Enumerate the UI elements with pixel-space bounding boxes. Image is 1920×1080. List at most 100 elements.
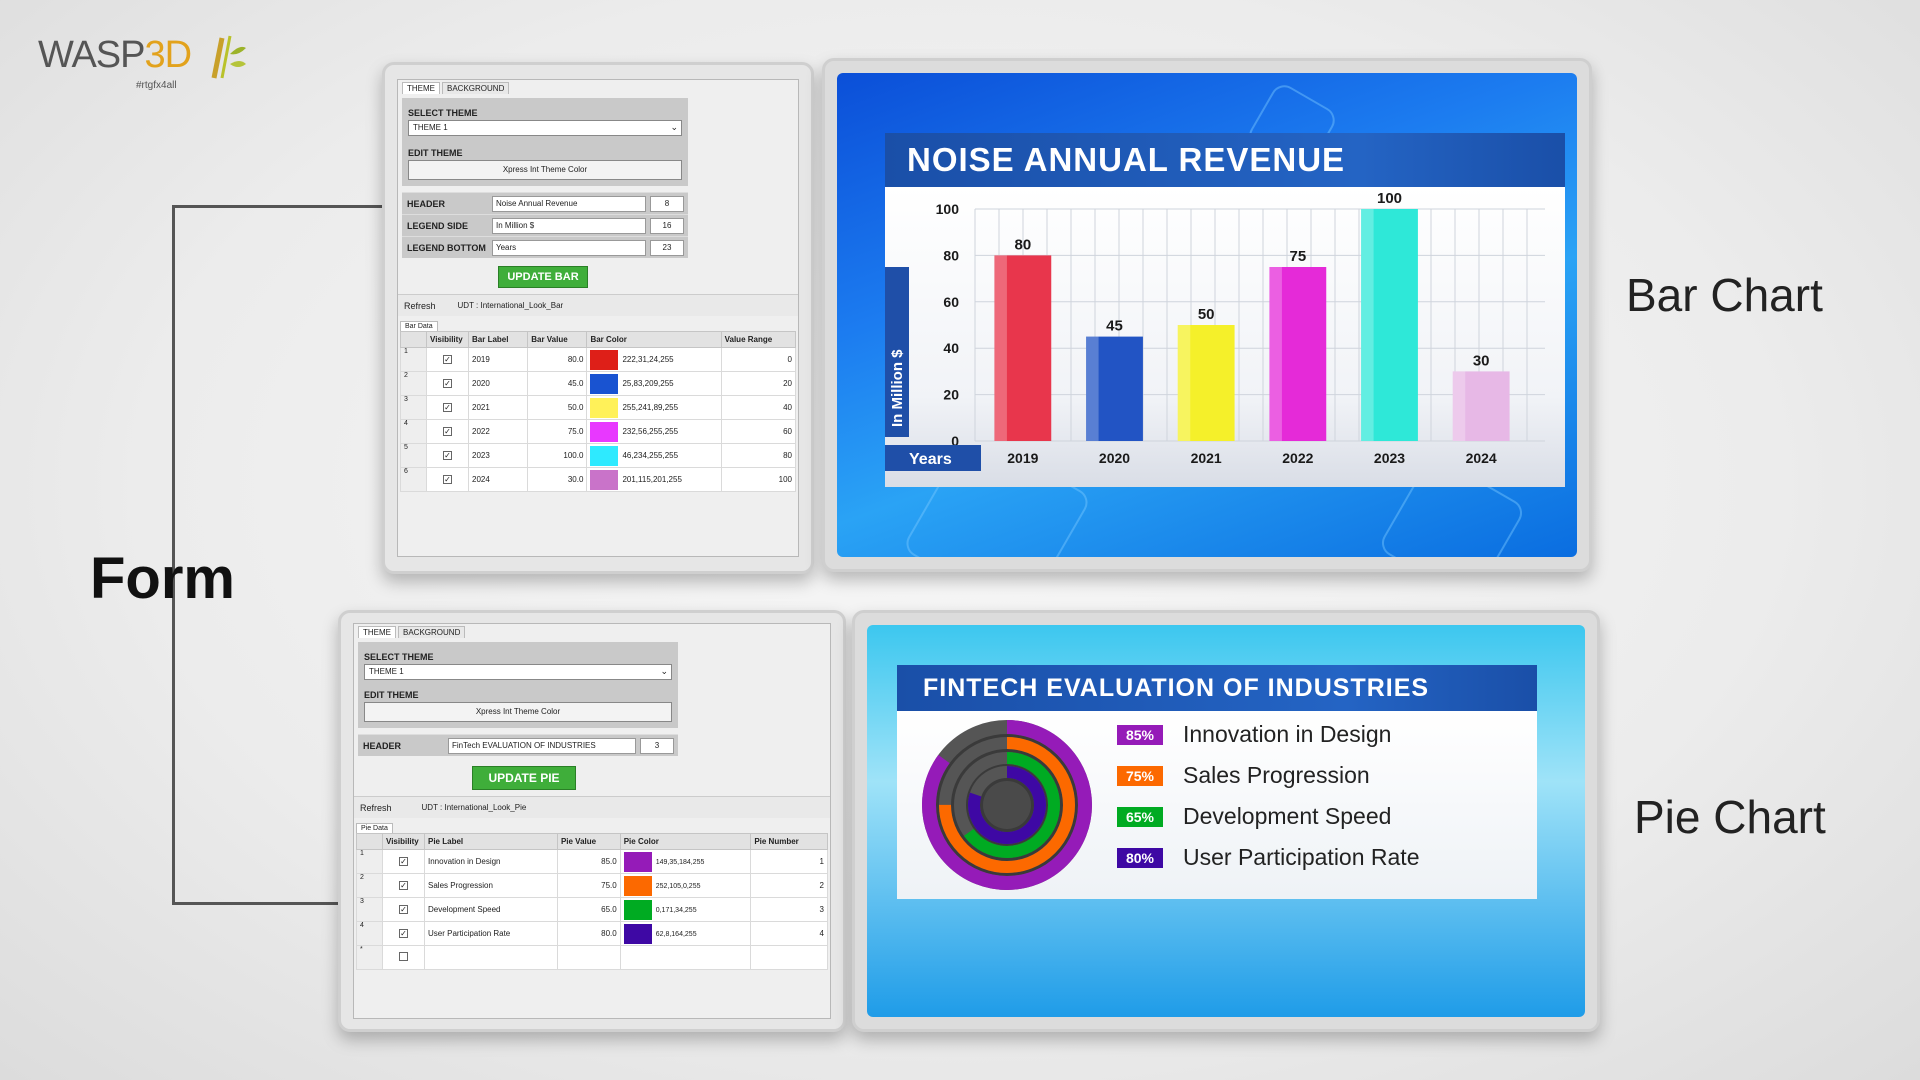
refresh-button[interactable]: Refresh bbox=[404, 300, 436, 311]
bar-color-cell[interactable]: 46,234,255,255 bbox=[586, 443, 722, 468]
tab-pie-data[interactable]: Pie Data bbox=[356, 823, 393, 833]
pie-color-cell[interactable]: 149,35,184,255 bbox=[619, 849, 752, 874]
pie-label-cell[interactable]: Sales Progression bbox=[424, 873, 558, 898]
bar-color-cell[interactable]: 201,115,201,255 bbox=[586, 467, 722, 492]
header-input[interactable]: Noise Annual Revenue bbox=[492, 195, 646, 212]
visibility-checkbox[interactable]: ✓ bbox=[426, 371, 469, 396]
table-row[interactable]: 3 ✓ 2021 50.0 255,241,89,255 40 bbox=[400, 395, 797, 420]
table-row[interactable]: 4 ✓ User Participation Rate 80.0 62,8,164,25… bbox=[356, 921, 828, 946]
theme-select[interactable]: THEME 1 ⌄ bbox=[408, 120, 682, 136]
col-pie-number[interactable]: Pie Number bbox=[750, 833, 828, 850]
col-pie-value[interactable]: Pie Value bbox=[556, 833, 621, 850]
pie-label-cell[interactable]: Development Speed bbox=[424, 897, 558, 922]
bar-label-cell[interactable]: 2021 bbox=[467, 395, 529, 420]
table-row[interactable]: 2 ✓ Sales Progression 75.0 252,105,0,255 2 bbox=[356, 873, 828, 898]
pie-color-cell[interactable]: 62,8,164,255 bbox=[619, 921, 752, 946]
table-row[interactable]: 1 ✓ 2019 80.0 222,31,24,255 0 bbox=[400, 347, 797, 372]
pie-value-cell[interactable]: 80.0 bbox=[556, 921, 621, 946]
bar-color-cell[interactable]: 25,83,209,255 bbox=[586, 371, 722, 396]
bar-label-cell[interactable]: 2024 bbox=[467, 467, 529, 492]
visibility-checkbox[interactable]: ✓ bbox=[382, 873, 425, 898]
bar-value-cell[interactable]: 80.0 bbox=[527, 347, 588, 372]
pie-number-cell[interactable]: 1 bbox=[750, 849, 828, 874]
visibility-checkbox[interactable] bbox=[382, 945, 425, 970]
bar-value-cell[interactable]: 45.0 bbox=[527, 371, 588, 396]
table-row[interactable]: 3 ✓ Development Speed 65.0 0,171,34,255 3 bbox=[356, 897, 828, 922]
pie-color-cell[interactable]: 0,171,34,255 bbox=[619, 897, 752, 922]
bar-label-cell[interactable]: 2023 bbox=[467, 443, 529, 468]
visibility-checkbox[interactable]: ✓ bbox=[382, 897, 425, 922]
pie-number-cell[interactable]: 2 bbox=[750, 873, 828, 898]
visibility-checkbox[interactable]: ✓ bbox=[426, 395, 469, 420]
bar-label-cell[interactable]: 2019 bbox=[467, 347, 529, 372]
bar-label-cell[interactable]: 2022 bbox=[467, 419, 529, 444]
pie-value-cell[interactable]: 85.0 bbox=[556, 849, 621, 874]
col-bar-value[interactable]: Bar Value bbox=[527, 331, 588, 348]
value-range-cell[interactable]: 60 bbox=[720, 419, 797, 444]
table-row[interactable]: 5 ✓ 2023 100.0 46,234,255,255 80 bbox=[400, 443, 797, 468]
value-range-cell[interactable]: 80 bbox=[720, 443, 797, 468]
header-size-input[interactable]: 8 bbox=[650, 195, 684, 212]
visibility-checkbox[interactable]: ✓ bbox=[426, 419, 469, 444]
legend-side-input[interactable]: In Million $ bbox=[492, 217, 646, 234]
value-range-cell[interactable]: 0 bbox=[720, 347, 797, 372]
visibility-checkbox[interactable]: ✓ bbox=[382, 849, 425, 874]
bar-color-cell[interactable]: 232,56,255,255 bbox=[586, 419, 722, 444]
col-pie-label[interactable]: Pie Label bbox=[424, 833, 558, 850]
bar-value-cell[interactable]: 100.0 bbox=[527, 443, 588, 468]
col-visibility[interactable]: Visibility bbox=[426, 331, 469, 348]
bar-color-cell[interactable]: 222,31,24,255 bbox=[586, 347, 722, 372]
header-size-input[interactable]: 3 bbox=[640, 737, 674, 754]
table-row[interactable]: 2 ✓ 2020 45.0 25,83,209,255 20 bbox=[400, 371, 797, 396]
pie-label-cell[interactable]: User Participation Rate bbox=[424, 921, 558, 946]
pie-label-cell[interactable]: Innovation in Design bbox=[424, 849, 558, 874]
empty-cell[interactable] bbox=[750, 945, 828, 970]
table-row[interactable]: 6 ✓ 2024 30.0 201,115,201,255 100 bbox=[400, 467, 797, 492]
tab-theme[interactable]: THEME bbox=[358, 626, 396, 638]
empty-cell[interactable] bbox=[556, 945, 621, 970]
bar-value-cell[interactable]: 50.0 bbox=[527, 395, 588, 420]
update-pie-button[interactable]: UPDATE PIE bbox=[472, 766, 576, 790]
bar-form-window: THEME BACKGROUND SELECT THEME THEME 1 ⌄ E… bbox=[397, 79, 799, 557]
pie-color-cell[interactable]: 252,105,0,255 bbox=[619, 873, 752, 898]
value-range-cell[interactable]: 20 bbox=[720, 371, 797, 396]
new-row[interactable]: * bbox=[356, 945, 828, 970]
theme-select[interactable]: THEME 1 ⌄ bbox=[364, 664, 672, 680]
table-row[interactable]: 4 ✓ 2022 75.0 232,56,255,255 60 bbox=[400, 419, 797, 444]
bar-label-cell[interactable]: 2020 bbox=[467, 371, 529, 396]
col-visibility[interactable]: Visibility bbox=[382, 833, 425, 850]
visibility-checkbox[interactable]: ✓ bbox=[382, 921, 425, 946]
empty-cell[interactable] bbox=[619, 945, 752, 970]
header-input[interactable]: FinTech EVALUATION OF INDUSTRIES bbox=[448, 737, 636, 754]
bar-value-cell[interactable]: 75.0 bbox=[527, 419, 588, 444]
edit-theme-button[interactable]: Xpress Int Theme Color bbox=[364, 702, 672, 722]
bar-value-cell[interactable]: 30.0 bbox=[527, 467, 588, 492]
edit-theme-button[interactable]: Xpress Int Theme Color bbox=[408, 160, 682, 180]
tab-background[interactable]: BACKGROUND bbox=[442, 82, 510, 94]
visibility-checkbox[interactable]: ✓ bbox=[426, 443, 469, 468]
pie-number-cell[interactable]: 4 bbox=[750, 921, 828, 946]
tab-theme[interactable]: THEME bbox=[402, 82, 440, 94]
pie-legend-item: 75% Sales Progression bbox=[1117, 762, 1370, 789]
table-row[interactable]: 1 ✓ Innovation in Design 85.0 149,35,184,255… bbox=[356, 849, 828, 874]
value-range-cell[interactable]: 40 bbox=[720, 395, 797, 420]
pie-value-cell[interactable]: 65.0 bbox=[556, 897, 621, 922]
legend-bottom-size-input[interactable]: 23 bbox=[650, 239, 684, 256]
visibility-checkbox[interactable]: ✓ bbox=[426, 467, 469, 492]
col-pie-color[interactable]: Pie Color bbox=[619, 833, 752, 850]
pie-number-cell[interactable]: 3 bbox=[750, 897, 828, 922]
col-bar-label[interactable]: Bar Label bbox=[467, 331, 529, 348]
tab-bar-data[interactable]: Bar Data bbox=[400, 321, 438, 331]
visibility-checkbox[interactable]: ✓ bbox=[426, 347, 469, 372]
bar-color-cell[interactable]: 255,241,89,255 bbox=[586, 395, 722, 420]
value-range-cell[interactable]: 100 bbox=[720, 467, 797, 492]
update-bar-button[interactable]: UPDATE BAR bbox=[498, 266, 588, 288]
refresh-button[interactable]: Refresh bbox=[360, 802, 392, 813]
tab-background[interactable]: BACKGROUND bbox=[398, 626, 466, 638]
pie-value-cell[interactable]: 75.0 bbox=[556, 873, 621, 898]
empty-cell[interactable] bbox=[424, 945, 558, 970]
col-bar-color[interactable]: Bar Color bbox=[586, 331, 722, 348]
legend-bottom-input[interactable]: Years bbox=[492, 239, 646, 256]
col-value-range[interactable]: Value Range bbox=[720, 331, 797, 348]
legend-side-size-input[interactable]: 16 bbox=[650, 217, 684, 234]
